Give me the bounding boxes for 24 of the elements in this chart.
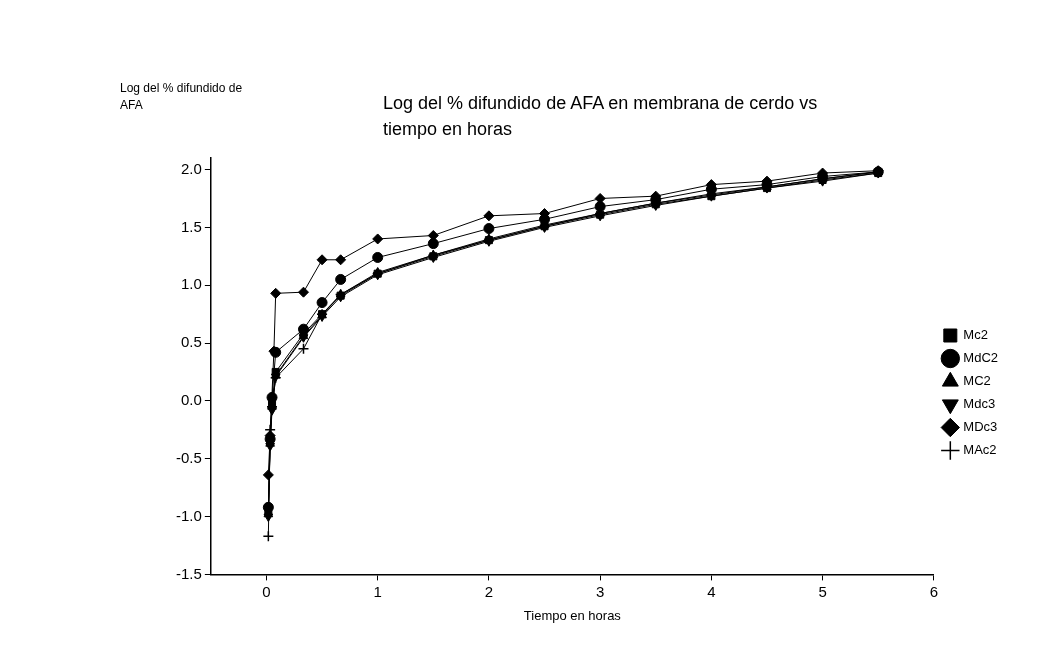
y-tick-label: -0.5 <box>175 448 202 466</box>
chart-title: Log del % difundido de AFA en membrana de cerdo vs tiempo en horas <box>383 92 819 141</box>
y-tick-label: 0.0 <box>180 391 202 409</box>
x-tick-label: 0 <box>262 582 271 600</box>
x-tick-label: 4 <box>707 582 716 600</box>
x-axis-title: Tiempo en horas <box>523 607 622 623</box>
legend-label: MDc3 <box>963 419 998 435</box>
legend-label: MAc2 <box>963 442 997 458</box>
y-tick-label: -1.5 <box>175 564 202 582</box>
x-tick-label: 5 <box>818 582 827 600</box>
y-tick-label: 2.0 <box>180 159 202 177</box>
legend-label: MdC2 <box>963 350 999 366</box>
y-axis-title: Log del % difundido de AFA <box>120 80 244 114</box>
legend-label: MC2 <box>963 373 991 389</box>
x-tick-label: 2 <box>484 582 494 600</box>
x-tick-label: 6 <box>929 582 938 600</box>
y-tick-label: 1.0 <box>180 275 202 293</box>
x-tick-label: 1 <box>373 582 382 600</box>
y-tick-label: 0.5 <box>180 333 202 351</box>
legend-label: Mdc3 <box>963 396 996 412</box>
legend-label: Mc2 <box>963 327 988 343</box>
y-tick-label: 1.5 <box>180 217 202 235</box>
y-tick-label: -1.0 <box>175 506 202 524</box>
x-tick-label: 3 <box>595 582 605 600</box>
